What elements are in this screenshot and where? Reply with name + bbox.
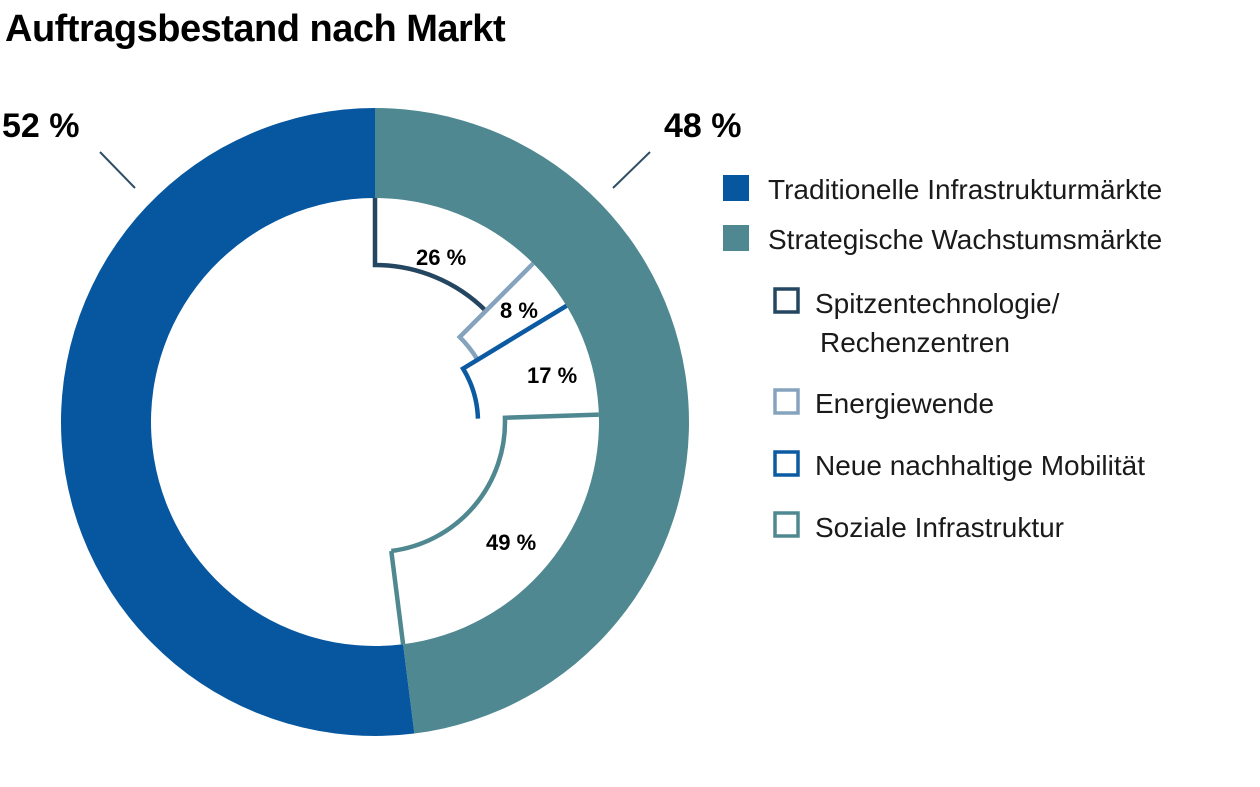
legend-swatch-strategische <box>723 225 749 251</box>
pct-label-traditionelle: 52 % <box>2 107 80 145</box>
pct-label-spitzentechnologie: 26 % <box>416 245 466 270</box>
legend-swatch-spitzentechnologie <box>773 287 800 314</box>
pct-label-energiewende: 8 % <box>500 298 538 323</box>
legend-label-sozial: Soziale Infrastruktur <box>815 512 1064 543</box>
outer-ring <box>60 108 689 736</box>
legend-label-traditionelle: Traditionelle Infrastrukturmärkte <box>768 174 1162 205</box>
outer-segment-traditionelle <box>60 108 415 736</box>
chart-title: Auftragsbestand nach Markt <box>5 8 506 50</box>
inner-arcs <box>372 198 599 645</box>
legend-label-strategische: Strategische Wachstumsmärkte <box>768 224 1162 255</box>
legend-label-mobilitaet: Neue nachhaltige Mobilität <box>815 450 1145 481</box>
legend-swatch-sozial <box>773 511 800 538</box>
leader-line-strategische <box>612 151 651 189</box>
legend-swatch-traditionelle <box>723 175 749 201</box>
legend-label-spitzentechnologie-line1: Spitzentechnologie/ <box>815 288 1060 319</box>
legend-swatch-energiewende <box>773 388 800 415</box>
value-labels: 52 % 48 % 26 % 8 % 17 % 49 % <box>2 107 742 555</box>
inner-arc-spitzentechnologie <box>372 198 488 313</box>
pct-label-sozial: 49 % <box>486 530 536 555</box>
pct-label-strategische: 48 % <box>664 107 742 145</box>
legend-swatch-mobilitaet <box>773 450 800 477</box>
inner-arc-mobilitaet <box>459 303 568 419</box>
leader-line-traditionelle <box>99 151 136 189</box>
inner-arc-sozial <box>391 412 599 554</box>
pct-label-mobilitaet: 17 % <box>527 363 577 388</box>
legend-label-energiewende: Energiewende <box>815 388 994 419</box>
legend: Traditionelle Infrastrukturmärkte Strate… <box>723 174 1162 543</box>
inner-arc-sozial-end <box>389 550 406 645</box>
legend-label-spitzentechnologie-line2: Rechenzentren <box>820 327 1010 358</box>
outer-segment-strategische <box>375 108 689 734</box>
